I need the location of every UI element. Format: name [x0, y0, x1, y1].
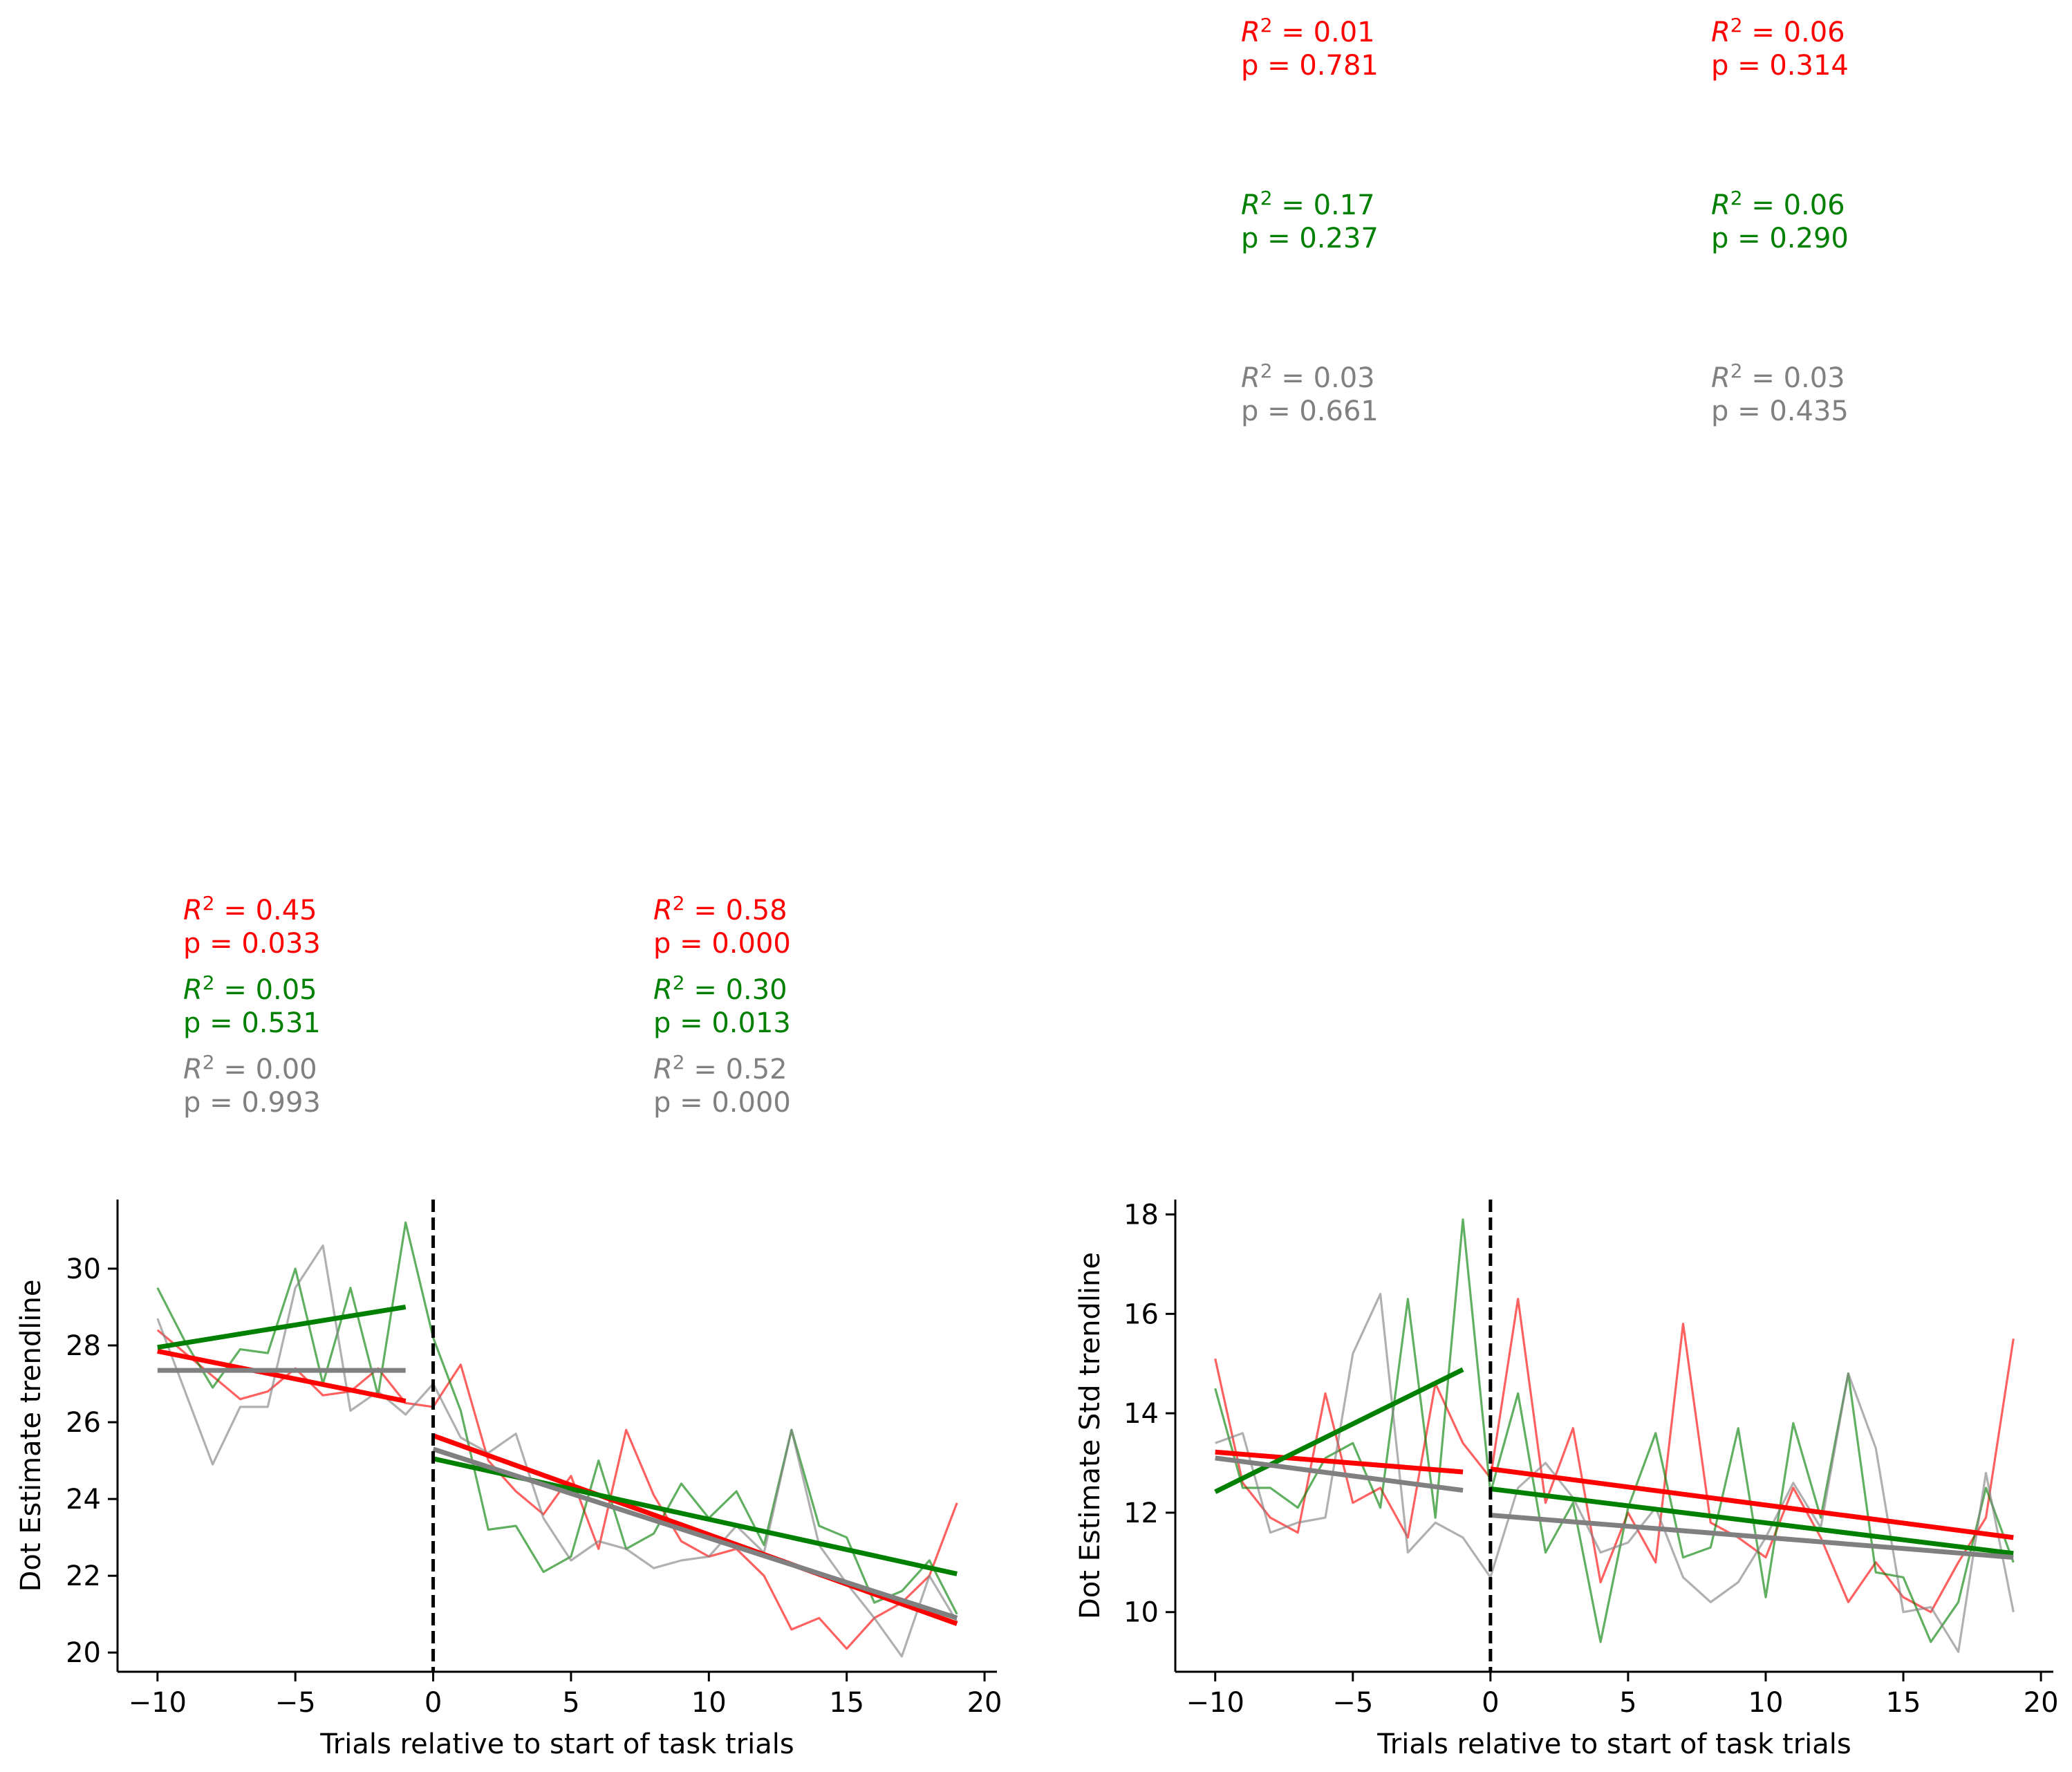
r2-annotation-red: R2 = 0.06: [1711, 14, 1845, 48]
y-tick-label: 10: [1123, 1597, 1159, 1629]
x-tick-label: −10: [1186, 1687, 1244, 1719]
chart-panel-1: −10 −5 0 5 10 15 20 20 22 24 26 28 30 Trials relative…: [15, 892, 1002, 1760]
p-value-annotation-red: p = 0.314: [1711, 50, 1849, 82]
trendline-gray-post: [432, 1446, 958, 1621]
x-axis-label: Trials relative to start of task trials: [1376, 1728, 1851, 1760]
p-value-annotation-gray: p = 0.000: [653, 1087, 791, 1119]
y-tick-label: 14: [1123, 1398, 1159, 1430]
r2-annotation-gray: R2 = 0.03: [1711, 360, 1845, 394]
r2-annotation-red: R2 = 0.58: [653, 892, 787, 926]
p-value-annotation-gray: p = 0.993: [183, 1087, 321, 1119]
p-value-annotation-red: p = 0.000: [653, 928, 791, 960]
trendline-green-pre: [157, 1305, 407, 1350]
x-axis-label: Trials relative to start of task trials: [319, 1728, 794, 1760]
series-line-green: [1214, 1218, 2015, 1643]
y-tick-label: 20: [66, 1637, 101, 1669]
y-tick-label: 18: [1123, 1200, 1159, 1231]
x-tick-label: 0: [1482, 1687, 1499, 1719]
series-line-gray: [156, 1244, 958, 1658]
series-line-gray: [1215, 1292, 2015, 1653]
p-value-annotation-green: p = 0.237: [1241, 223, 1379, 254]
p-value-annotation-gray: p = 0.435: [1711, 395, 1849, 427]
x-tick-label: −10: [129, 1687, 187, 1719]
p-value-annotation-green: p = 0.013: [653, 1007, 791, 1039]
y-tick-label: 24: [66, 1484, 101, 1515]
x-tick-label: 5: [562, 1687, 579, 1719]
p-value-annotation-green: p = 0.531: [183, 1007, 321, 1039]
x-tick-label: 0: [424, 1687, 442, 1719]
trendline-red-pre: [157, 1348, 407, 1403]
p-value-annotation-red: p = 0.781: [1241, 50, 1379, 82]
trendline-gray-pre: [1215, 1455, 1464, 1493]
y-axis-label: Dot Estimate trendline: [15, 1280, 47, 1592]
chart-panel-2: −10 −5 0 5 10 15 20 10 12 14 16 18 Trials relative t…: [1074, 14, 2059, 1760]
r2-annotation-red: R2 = 0.01: [1241, 14, 1375, 48]
r2-annotation-green: R2 = 0.06: [1711, 187, 1845, 221]
y-tick-label: 28: [66, 1330, 101, 1362]
x-tick-label: 10: [691, 1687, 727, 1719]
r2-annotation-red: R2 = 0.45: [183, 892, 317, 926]
p-value-annotation-gray: p = 0.661: [1241, 395, 1379, 427]
x-tick-label: 10: [1748, 1687, 1784, 1719]
trendline-red-post: [1490, 1466, 2014, 1540]
x-tick-label: 20: [967, 1687, 1002, 1719]
y-tick-label: 30: [66, 1253, 101, 1285]
trendline-green-pre: [1214, 1367, 1464, 1494]
x-tick-label: −5: [275, 1687, 316, 1719]
x-tick-label: 15: [829, 1687, 864, 1719]
r2-annotation-gray: R2 = 0.52: [653, 1051, 787, 1085]
y-tick-label: 26: [66, 1407, 101, 1439]
r2-annotation-gray: R2 = 0.03: [1241, 360, 1375, 394]
x-tick-label: 20: [2024, 1687, 2059, 1719]
trendline-red-pre: [1215, 1449, 1464, 1475]
x-tick-label: −5: [1332, 1687, 1373, 1719]
trendline-red-post: [432, 1433, 958, 1626]
x-tick-label: 5: [1619, 1687, 1636, 1719]
r2-annotation-green: R2 = 0.30: [653, 971, 787, 1006]
r2-annotation-gray: R2 = 0.00: [183, 1051, 317, 1085]
y-tick-label: 16: [1123, 1298, 1159, 1330]
series-line-green: [156, 1221, 958, 1615]
y-tick-label: 22: [66, 1560, 101, 1592]
y-axis-label: Dot Estimate Std trendline: [1074, 1252, 1106, 1619]
p-value-annotation-red: p = 0.033: [183, 928, 321, 960]
trendline-green-post: [1490, 1486, 2014, 1556]
trendline-gray-post: [1490, 1513, 2014, 1560]
r2-annotation-green: R2 = 0.05: [183, 971, 317, 1006]
x-tick-label: 15: [1886, 1687, 1921, 1719]
p-value-annotation-green: p = 0.290: [1711, 223, 1849, 254]
y-tick-label: 12: [1123, 1498, 1159, 1529]
r2-annotation-green: R2 = 0.17: [1241, 187, 1375, 221]
